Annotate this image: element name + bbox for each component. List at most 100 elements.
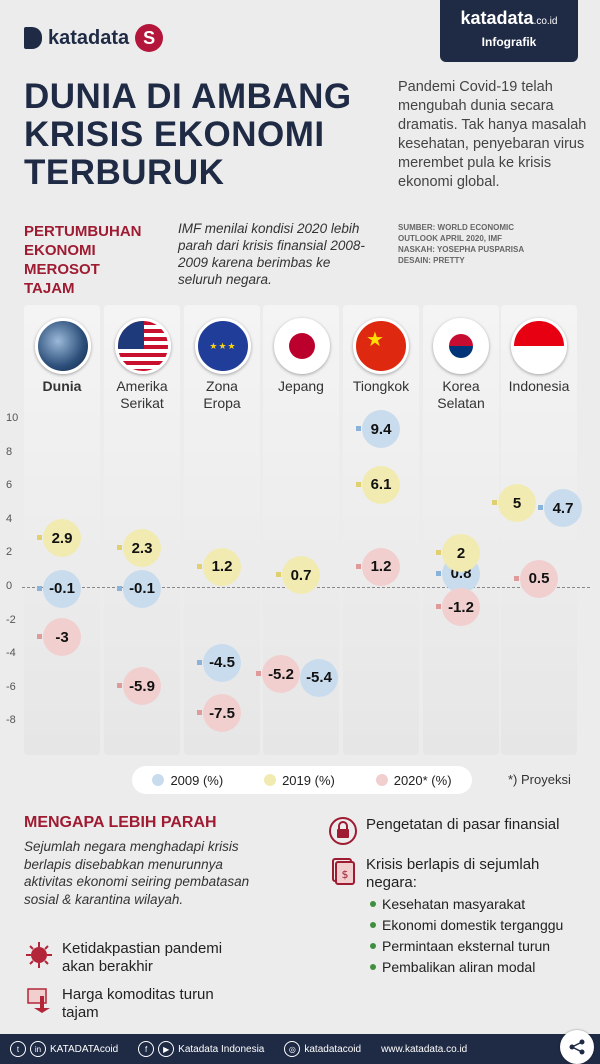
country-label-line: Indonesia: [508, 378, 570, 394]
layers-icon: $: [332, 858, 355, 885]
twitter-icon[interactable]: t: [10, 1041, 26, 1057]
list-item: Permintaan eksternal turun: [370, 938, 580, 955]
badge-name: katadata: [460, 8, 534, 28]
data-point-marker: [276, 572, 281, 578]
data-point-marker: [492, 500, 497, 505]
intro-text: Pandemi Covid-19 telah mengubah dunia se…: [398, 79, 587, 190]
data-point-2020-5: -1.2: [442, 588, 480, 627]
country-label: Indonesia: [494, 378, 584, 395]
list-item: Ekonomi domestik terganggu: [370, 917, 580, 934]
social-group-2[interactable]: f ▶ Katadata Indonesia: [138, 1041, 264, 1057]
data-point-marker: [356, 481, 361, 487]
legend-swatch: [375, 774, 388, 786]
data-point-marker: [356, 426, 361, 432]
legend-item-2019: 2019 (%): [264, 773, 335, 788]
data-point-marker: [37, 585, 42, 591]
katadata-logo[interactable]: katadata S: [24, 24, 164, 52]
svg-text:$: $: [342, 868, 349, 881]
youtube-icon[interactable]: ▶: [158, 1041, 175, 1057]
data-point-2019-6: 5: [498, 484, 536, 522]
country-label-line: Selatan: [437, 395, 485, 411]
us-flag-icon: [115, 318, 171, 374]
data-point-2020-2: -7.5: [203, 694, 241, 732]
data-point-marker: [197, 659, 202, 665]
data-point-2009-2: -4.5: [203, 643, 241, 682]
badge-suffix: .co.id: [533, 16, 558, 27]
country-label-line: Serikat: [120, 395, 164, 411]
country-label-line: Zona: [206, 378, 238, 394]
share-button[interactable]: [560, 1030, 594, 1064]
data-point-marker: [117, 585, 122, 591]
indonesia-flag-icon: [511, 318, 567, 374]
country-label: Dunia: [17, 378, 107, 395]
y-tick-label: 8: [6, 445, 13, 458]
katadata-d-icon: [24, 27, 42, 49]
data-point-2020-6: 0.5: [520, 559, 558, 598]
country-label-line: Tiongkok: [352, 378, 410, 394]
lock-icon: [329, 817, 357, 845]
data-point-2020-1: -5.9: [123, 667, 161, 706]
chart-subheading: PERTUMBUHAN EKONOMI MEROSOT TAJAM: [24, 223, 142, 297]
y-tick-label: 4: [6, 512, 13, 525]
reason-pandemic: Ketidakpastian pandemi akan berakhir: [24, 940, 254, 976]
y-tick-label: -2: [6, 613, 16, 626]
social-group-3[interactable]: ◎ katadatacoid: [284, 1041, 361, 1057]
data-point-marker: [117, 545, 122, 551]
linkedin-icon[interactable]: in: [30, 1041, 46, 1057]
y-tick-label: 6: [6, 479, 13, 492]
data-point-marker: [436, 550, 441, 556]
data-point-2019-0: 2.9: [43, 519, 81, 558]
data-point-2020-4: 1.2: [362, 547, 400, 586]
data-point-2019-2: 1.2: [203, 547, 241, 586]
country-label: Zona Eropa: [177, 378, 267, 412]
globe-icon: [35, 318, 91, 374]
legend-swatch: [152, 774, 165, 786]
katadata-badge: katadata.co.id Infografik: [440, 0, 578, 62]
data-point-2019-5: 2: [442, 534, 480, 573]
data-point-2009-4: 9.4: [362, 410, 400, 449]
data-point-2009-3: -5.4: [300, 658, 338, 697]
data-point-marker: [356, 563, 361, 569]
reason-text: Pengetatan di pasar finansial: [366, 816, 560, 833]
social-group-1[interactable]: t in KATADATAcoid: [10, 1041, 118, 1057]
data-point-marker: [436, 604, 441, 610]
website-group[interactable]: www.katadata.co.id: [381, 1044, 467, 1055]
data-point-marker: [256, 671, 261, 677]
legend-swatch: [264, 774, 277, 786]
footer-handle[interactable]: KATADATAcoid: [50, 1043, 119, 1055]
chart-column: [501, 305, 577, 755]
footer-handle[interactable]: katadatacoid: [304, 1043, 362, 1055]
virus-icon: [26, 942, 52, 968]
data-point-marker: [37, 634, 42, 640]
layered-crisis-list: Kesehatan masyarakat Ekonomi domestik te…: [370, 896, 580, 980]
y-tick-label: -8: [6, 714, 16, 727]
data-point-marker: [197, 563, 202, 569]
chart-legend: 2009 (%) 2019 (%) 2020* (%): [132, 766, 472, 794]
data-point-2009-6: 4.7: [544, 489, 582, 528]
logo-text: katadata: [48, 26, 130, 49]
country-label-line: Jepang: [278, 378, 324, 394]
share-icon: [569, 1039, 585, 1055]
data-point-marker: [197, 710, 202, 715]
instagram-icon[interactable]: ◎: [284, 1041, 301, 1057]
footer-handle[interactable]: Katadata Indonesia: [178, 1043, 265, 1055]
y-tick-label: 2: [6, 546, 13, 559]
why-text: Sejumlah negara menghadapi krisis berlap…: [24, 839, 250, 907]
projection-note: *) Proyeksi: [508, 772, 571, 787]
imf-note: IMF menilai kondisi 2020 lebih parah dar…: [178, 221, 365, 287]
data-point-marker: [538, 505, 543, 511]
country-label: Korea Selatan: [416, 378, 506, 412]
data-point-2009-0: -0.1: [43, 569, 81, 608]
chart-column: [343, 305, 419, 755]
why-heading: MENGAPA LEBIH PARAH: [24, 814, 217, 831]
y-tick-label: -4: [6, 647, 16, 660]
facebook-icon[interactable]: f: [138, 1041, 155, 1057]
country-label: Tiongkok: [336, 378, 426, 395]
footer-site[interactable]: www.katadata.co.id: [381, 1043, 468, 1055]
reason-text: Harga komoditas turun tajam: [62, 986, 214, 1021]
chart-column: [423, 305, 499, 755]
sponsor-s-icon: S: [135, 24, 164, 52]
japan-flag-icon: [274, 318, 330, 374]
reason-layered: $ Krisis berlapis di sejumlah negara:: [328, 856, 578, 892]
reason-commodity: Harga komoditas turun tajam: [24, 986, 254, 1022]
